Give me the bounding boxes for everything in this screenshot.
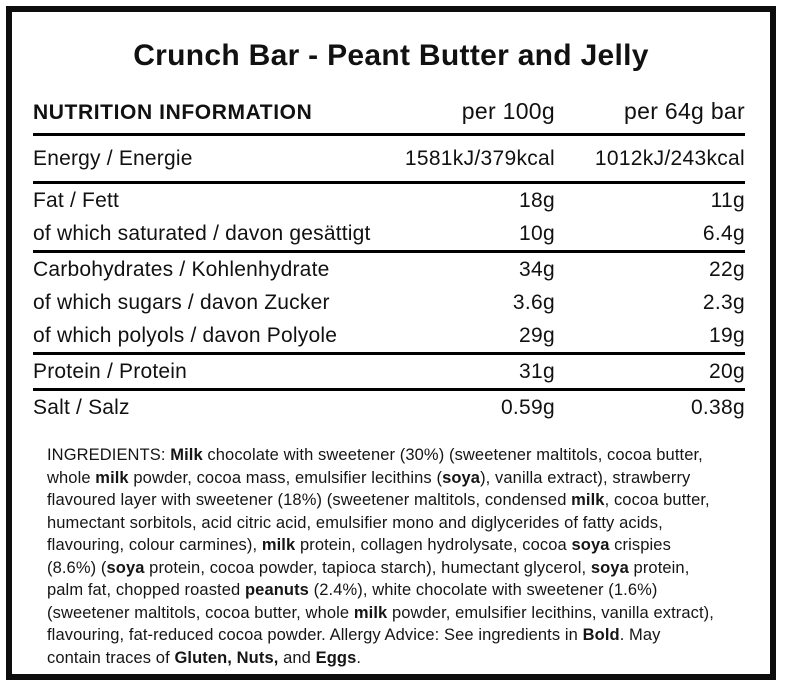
table-body: Energy / Energie 1581kJ/379kcal 1012kJ/2…	[33, 133, 745, 424]
ingredient-allergen-bold: Milk	[170, 446, 203, 464]
ingredient-text: chocolate with sweetener (30%) (sweetene…	[47, 446, 703, 487]
ingredient-text: powder, emulsifier lecithins, vanilla ex…	[47, 603, 714, 645]
table-row: Energy / Energie 1581kJ/379kcal 1012kJ/2…	[33, 136, 745, 181]
column-header-per-100g: per 100g	[461, 98, 555, 124]
nutrition-information-heading: NUTRITION INFORMATION	[33, 101, 313, 124]
ingredient-allergen-bold: peanuts	[244, 581, 309, 599]
value-per-100g: 34g	[519, 257, 555, 281]
ingredient-allergen-bold: Bold	[582, 626, 620, 644]
table-row: Protein / Protein 31g 20g	[33, 355, 745, 388]
nutrient-label: Carbohydrates / Kohlenhydrate	[33, 257, 330, 281]
value-per-64g-bar: 11g	[710, 188, 745, 212]
ingredient-text: .	[356, 648, 362, 667]
table-header-row: NUTRITION INFORMATION per 100g per 64g b…	[33, 98, 745, 133]
ingredient-allergen-bold: milk	[353, 603, 388, 622]
ingredient-text: ), vanilla extract), strawberry flavoure…	[47, 468, 691, 510]
value-per-64g-bar: 20g	[709, 359, 745, 383]
ingredient-text: , cocoa butter, humectant sorbitols, aci…	[47, 491, 710, 554]
value-per-64g-bar: 1012kJ/243kcal	[594, 146, 745, 170]
table-group: Fat / Fett 18g 11g of which saturated / …	[33, 181, 745, 250]
ingredient-text: . May contain traces of	[47, 626, 661, 667]
ingredient-text: INGREDIENTS:	[47, 446, 171, 464]
value-per-100g: 0.59g	[500, 395, 555, 419]
nutrient-label: of which sugars / davon Zucker	[33, 290, 330, 314]
table-group: Salt / Salz 0.59g 0.38g	[33, 388, 745, 424]
ingredient-text: crispies (8.6%) (	[47, 536, 671, 577]
ingredient-text: protein, palm fat, chopped roasted	[47, 558, 690, 600]
table-row: Salt / Salz 0.59g 0.38g	[33, 391, 745, 424]
table-row: Carbohydrates / Kohlenhydrate 34g 22g	[33, 253, 745, 286]
column-header-per-64g-bar: per 64g bar	[624, 98, 745, 124]
ingredients-paragraph: INGREDIENTS: Milk chocolate with sweeten…	[47, 444, 719, 669]
value-per-64g-bar: 2.3g	[702, 290, 745, 314]
table-row: of which polyols / davon Polyole 29g 19g	[33, 319, 745, 352]
table-row: Fat / Fett 18g 11g	[33, 184, 745, 217]
value-per-100g: 29g	[519, 323, 555, 347]
ingredient-text: protein, cocoa powder, tapioca starch), …	[144, 558, 591, 577]
table-group: Energy / Energie 1581kJ/379kcal 1012kJ/2…	[33, 133, 745, 181]
ingredient-text: and	[278, 648, 316, 667]
ingredient-allergen-bold: soya	[106, 558, 145, 577]
ingredient-allergen-bold: Gluten, Nuts,	[174, 648, 279, 667]
ingredient-allergen-bold: milk	[261, 536, 296, 554]
ingredient-allergen-bold: milk	[571, 491, 605, 509]
value-per-64g-bar: 6.4g	[702, 221, 745, 245]
ingredient-allergen-bold: Eggs	[315, 648, 357, 667]
value-per-100g: 31g	[519, 359, 555, 383]
nutrient-label: of which saturated / davon gesättigt	[33, 221, 371, 245]
value-per-64g-bar: 22g	[709, 257, 745, 281]
ingredient-text: (2.4%), white chocolate with sweetener (…	[47, 581, 658, 622]
product-title: Crunch Bar - Peant Butter and Jelly	[133, 39, 649, 72]
value-per-100g: 10g	[519, 221, 555, 245]
nutrition-table: NUTRITION INFORMATION per 100g per 64g b…	[33, 98, 745, 424]
value-per-64g-bar: 19g	[709, 323, 745, 347]
nutrient-label: Fat / Fett	[33, 188, 120, 212]
table-group: Carbohydrates / Kohlenhydrate 34g 22g of…	[33, 250, 745, 352]
nutrient-label: Energy / Energie	[33, 146, 193, 170]
table-group: Protein / Protein 31g 20g	[33, 352, 745, 388]
ingredient-allergen-bold: soya	[590, 558, 629, 577]
ingredient-allergen-bold: milk	[95, 468, 129, 487]
ingredient-allergen-bold: soya	[442, 468, 481, 487]
nutrient-label: of which polyols / davon Polyole	[33, 323, 338, 347]
value-per-100g: 3.6g	[512, 290, 555, 314]
nutrient-label: Salt / Salz	[33, 395, 130, 419]
nutrient-label: Protein / Protein	[33, 359, 187, 383]
nutrition-label: Crunch Bar - Peant Butter and Jelly NUTR…	[6, 6, 776, 680]
table-row: of which saturated / davon gesättigt 10g…	[33, 217, 745, 250]
value-per-100g: 1581kJ/379kcal	[404, 146, 555, 170]
value-per-100g: 18g	[519, 188, 555, 212]
ingredient-allergen-bold: soya	[571, 536, 610, 554]
table-row: of which sugars / davon Zucker 3.6g 2.3g	[33, 286, 745, 319]
ingredient-text: powder, cocoa mass, emulsifier lecithins…	[128, 468, 443, 487]
value-per-64g-bar: 0.38g	[690, 395, 745, 419]
ingredient-text: protein, collagen hydrolysate, cocoa	[295, 536, 572, 554]
